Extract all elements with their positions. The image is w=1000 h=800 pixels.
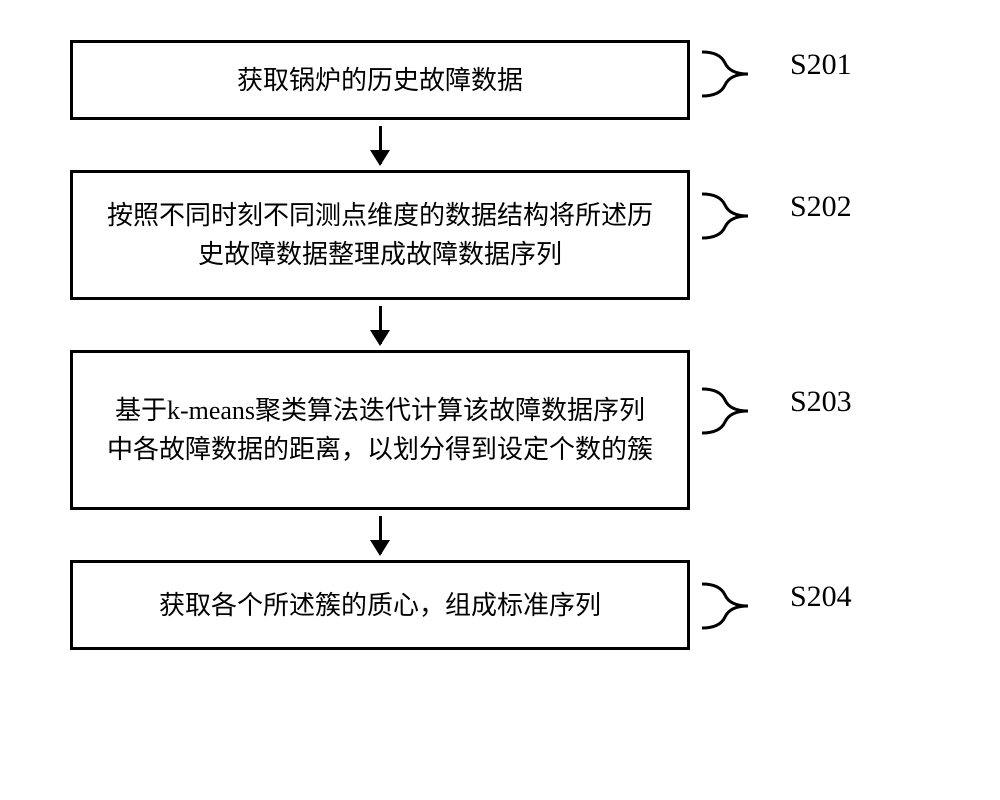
step-box-s204: 获取各个所述簇的质心，组成标准序列: [70, 560, 690, 650]
step-box-s202: 按照不同时刻不同测点维度的数据结构将所述历史故障数据整理成故障数据序列: [70, 170, 690, 300]
brace-s204: [700, 580, 770, 630]
step-text: 按照不同时刻不同测点维度的数据结构将所述历史故障数据整理成故障数据序列: [103, 196, 657, 274]
step-text: 获取锅炉的历史故障数据: [237, 61, 523, 100]
flowchart-container: 获取锅炉的历史故障数据 按照不同时刻不同测点维度的数据结构将所述历史故障数据整理…: [70, 40, 690, 650]
step-label-s204: S204: [790, 580, 852, 614]
step-box-s203: 基于k-means聚类算法迭代计算该故障数据序列中各故障数据的距离，以划分得到设…: [70, 350, 690, 510]
arrow-s203-s204: [70, 510, 690, 560]
step-label-s201: S201: [790, 48, 852, 82]
arrow-s201-s202: [70, 120, 690, 170]
arrow-s202-s203: [70, 300, 690, 350]
arrow-icon: [379, 126, 382, 164]
step-box-s201: 获取锅炉的历史故障数据: [70, 40, 690, 120]
brace-s201: [700, 48, 770, 98]
step-label-s202: S202: [790, 190, 852, 224]
brace-s202: [700, 190, 770, 240]
step-text: 获取各个所述簇的质心，组成标准序列: [159, 586, 601, 625]
step-label-s203: S203: [790, 385, 852, 419]
step-text: 基于k-means聚类算法迭代计算该故障数据序列中各故障数据的距离，以划分得到设…: [103, 391, 657, 469]
arrow-icon: [379, 516, 382, 554]
arrow-icon: [379, 306, 382, 344]
brace-s203: [700, 385, 770, 435]
